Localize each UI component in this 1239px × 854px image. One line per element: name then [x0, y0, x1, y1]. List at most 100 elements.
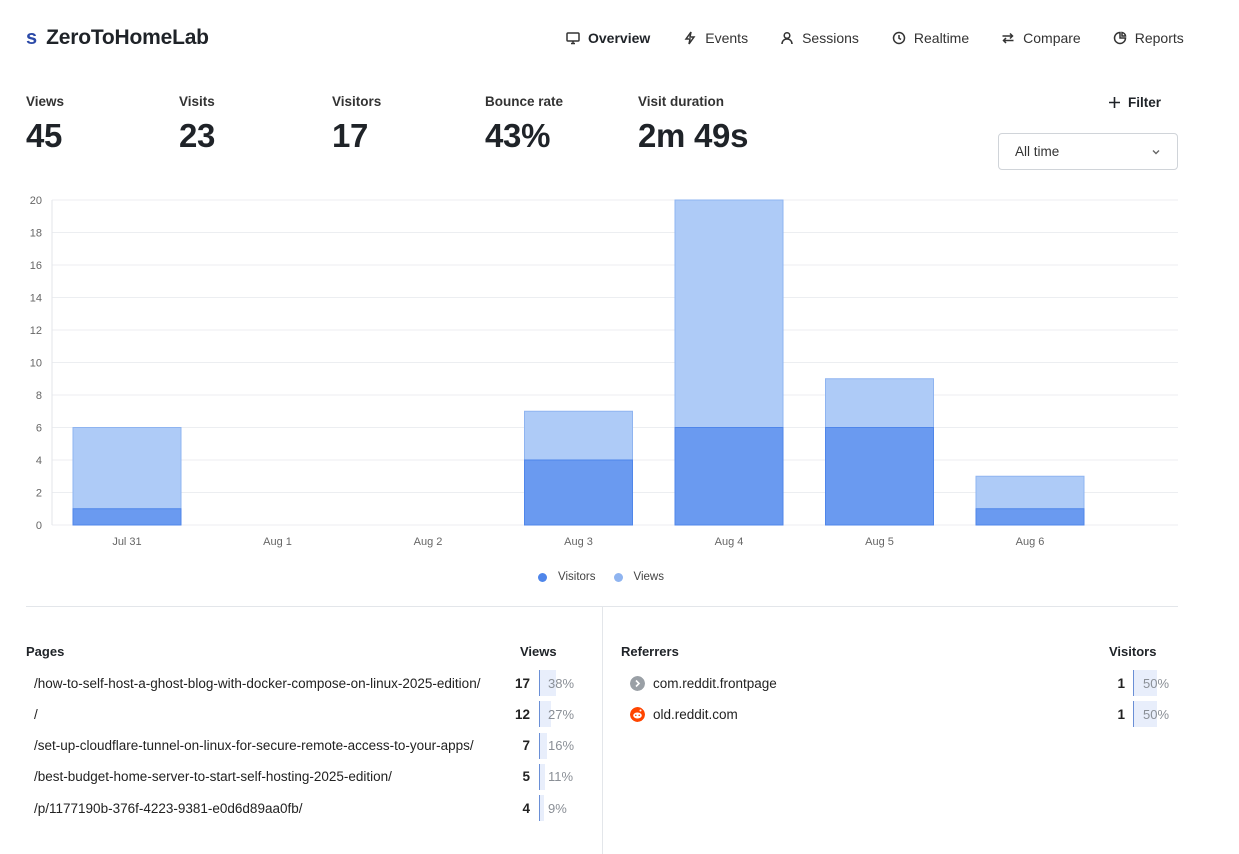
page-view-count: 17 [514, 675, 530, 691]
nav-label: Events [705, 30, 749, 46]
nav-label: Compare [1023, 30, 1081, 46]
bar-visitors [674, 427, 784, 526]
page-percent: 9% [548, 800, 567, 816]
page-view-count: 7 [522, 738, 530, 754]
arrows-icon [1002, 32, 1014, 44]
page-path[interactable]: /best-budget-home-server-to-start-self-h… [34, 769, 392, 785]
y-tick-label: 0 [36, 520, 42, 532]
nav-label: Overview [588, 30, 651, 46]
page-path[interactable]: /p/1177190b-376f-4223-9381-e0d6d89aa0fb/ [34, 800, 303, 816]
logo-mark: s [26, 27, 38, 49]
nav-compare[interactable]: Compare [1001, 27, 1081, 49]
page-percent: 16% [548, 738, 575, 754]
percent-bar-fill [540, 701, 551, 728]
referrer-count: 1 [1117, 706, 1125, 722]
percent-bar-fill [540, 795, 544, 822]
percent-bar [539, 795, 544, 822]
referrer-name[interactable]: com.reddit.frontpage [653, 675, 777, 691]
x-tick-label: Jul 31 [112, 536, 141, 548]
percent-bar [1133, 670, 1157, 696]
table-row[interactable]: /how-to-self-host-a-ghost-blog-with-dock… [34, 670, 579, 696]
legend-visitors[interactable]: Visitors [538, 571, 596, 583]
legend-label: Visitors [558, 571, 596, 583]
referrer-percent: 50% [1143, 706, 1170, 722]
pages-title: Pages [26, 644, 65, 659]
referrer-count: 1 [1117, 675, 1125, 691]
plus-icon [1109, 97, 1120, 108]
y-tick-label: 6 [36, 423, 42, 435]
table-row[interactable]: /p/1177190b-376f-4223-9381-e0d6d89aa0fb/… [34, 795, 579, 822]
nav-overview[interactable]: Overview [566, 27, 650, 49]
bar-visitors [975, 508, 1085, 526]
metric-visits: Visits 23 [179, 94, 215, 155]
date-range-select[interactable]: All time [998, 133, 1178, 170]
y-tick-label: 16 [30, 260, 42, 272]
site-logo[interactable]: s ZeroToHomeLab [26, 26, 209, 50]
table-row[interactable]: /best-budget-home-server-to-start-self-h… [34, 763, 579, 790]
y-tick-label: 20 [30, 195, 42, 207]
percent-bar [539, 670, 556, 696]
y-tick-label: 10 [30, 358, 42, 370]
page-path[interactable]: /set-up-cloudflare-tunnel-on-linux-for-s… [34, 738, 474, 754]
percent-bar-fill [540, 763, 545, 790]
chevron-down-icon [1152, 149, 1160, 154]
legend-views[interactable]: Views [613, 571, 664, 583]
table-row[interactable]: old.reddit.com 1 50% [630, 701, 1175, 727]
metric-value: 45 [26, 117, 63, 154]
metric-value: 17 [332, 117, 369, 154]
referrer-name[interactable]: old.reddit.com [653, 706, 738, 722]
section-divider [26, 606, 1178, 607]
metric-label: Bounce rate [485, 94, 564, 109]
page-view-count: 12 [514, 706, 530, 722]
page-percent: 11% [548, 769, 574, 785]
page-percent: 27% [548, 706, 575, 722]
pages-metric-header: Views [520, 644, 557, 659]
metric-label: Visitors [332, 94, 382, 109]
nav-label: Sessions [802, 30, 859, 46]
reddit-icon [630, 707, 645, 722]
nav-events[interactable]: Events [683, 27, 748, 49]
x-tick-label: Aug 5 [865, 536, 894, 548]
bar-visitors [72, 508, 182, 526]
bar-visitors [825, 427, 934, 526]
referrer-percent: 50% [1143, 675, 1170, 691]
page-path[interactable]: /how-to-self-host-a-ghost-blog-with-dock… [34, 675, 481, 691]
nav-realtime[interactable]: Realtime [892, 27, 969, 49]
metric-visit-duration: Visit duration 2m 49s [638, 94, 748, 155]
chart-legend: Visitors Views [538, 571, 664, 583]
y-tick-label: 12 [30, 325, 42, 337]
metric-value: 43% [485, 117, 551, 154]
nav-reports[interactable]: Reports [1113, 27, 1184, 49]
lightning-icon [684, 31, 696, 45]
table-row[interactable]: /set-up-cloudflare-tunnel-on-linux-for-s… [34, 732, 579, 759]
y-tick-label: 14 [30, 293, 42, 305]
x-tick-label: Aug 6 [1016, 536, 1045, 548]
filter-button[interactable]: Filter [1108, 95, 1161, 110]
monitor-icon [566, 32, 580, 45]
metric-label: Views [26, 94, 65, 109]
metric-value: 2m 49s [638, 117, 749, 154]
nav-sessions[interactable]: Sessions [780, 27, 859, 49]
legend-label: Views [633, 571, 664, 583]
page-view-count: 5 [522, 769, 530, 785]
metric-value: 23 [179, 117, 216, 154]
table-row[interactable]: com.reddit.frontpage 1 50% [630, 670, 1175, 696]
x-tick-label: Aug 1 [263, 536, 292, 548]
x-tick-label: Aug 3 [564, 536, 593, 548]
page-percent: 38% [548, 675, 575, 691]
table-row[interactable]: / 12 27% [34, 701, 579, 728]
percent-bar [539, 732, 547, 759]
app-arrow-icon [630, 676, 645, 691]
pie-icon [1113, 31, 1127, 45]
filter-label: Filter [1128, 95, 1162, 110]
legend-dot [613, 572, 623, 582]
metric-views: Views 45 [26, 94, 64, 155]
referrers-title: Referrers [621, 644, 679, 659]
traffic-chart: 0 2 4 6 8 10 12 14 16 18 20 Jul 31 Aug 1 Aug 2 Aug 3 Au… [30, 195, 1178, 548]
y-tick-label: 18 [30, 228, 42, 240]
percent-bar-fill [1134, 701, 1157, 727]
page-path[interactable]: / [34, 706, 38, 722]
user-icon [781, 31, 793, 45]
nav-label: Realtime [913, 30, 970, 46]
page-view-count: 4 [522, 800, 530, 816]
